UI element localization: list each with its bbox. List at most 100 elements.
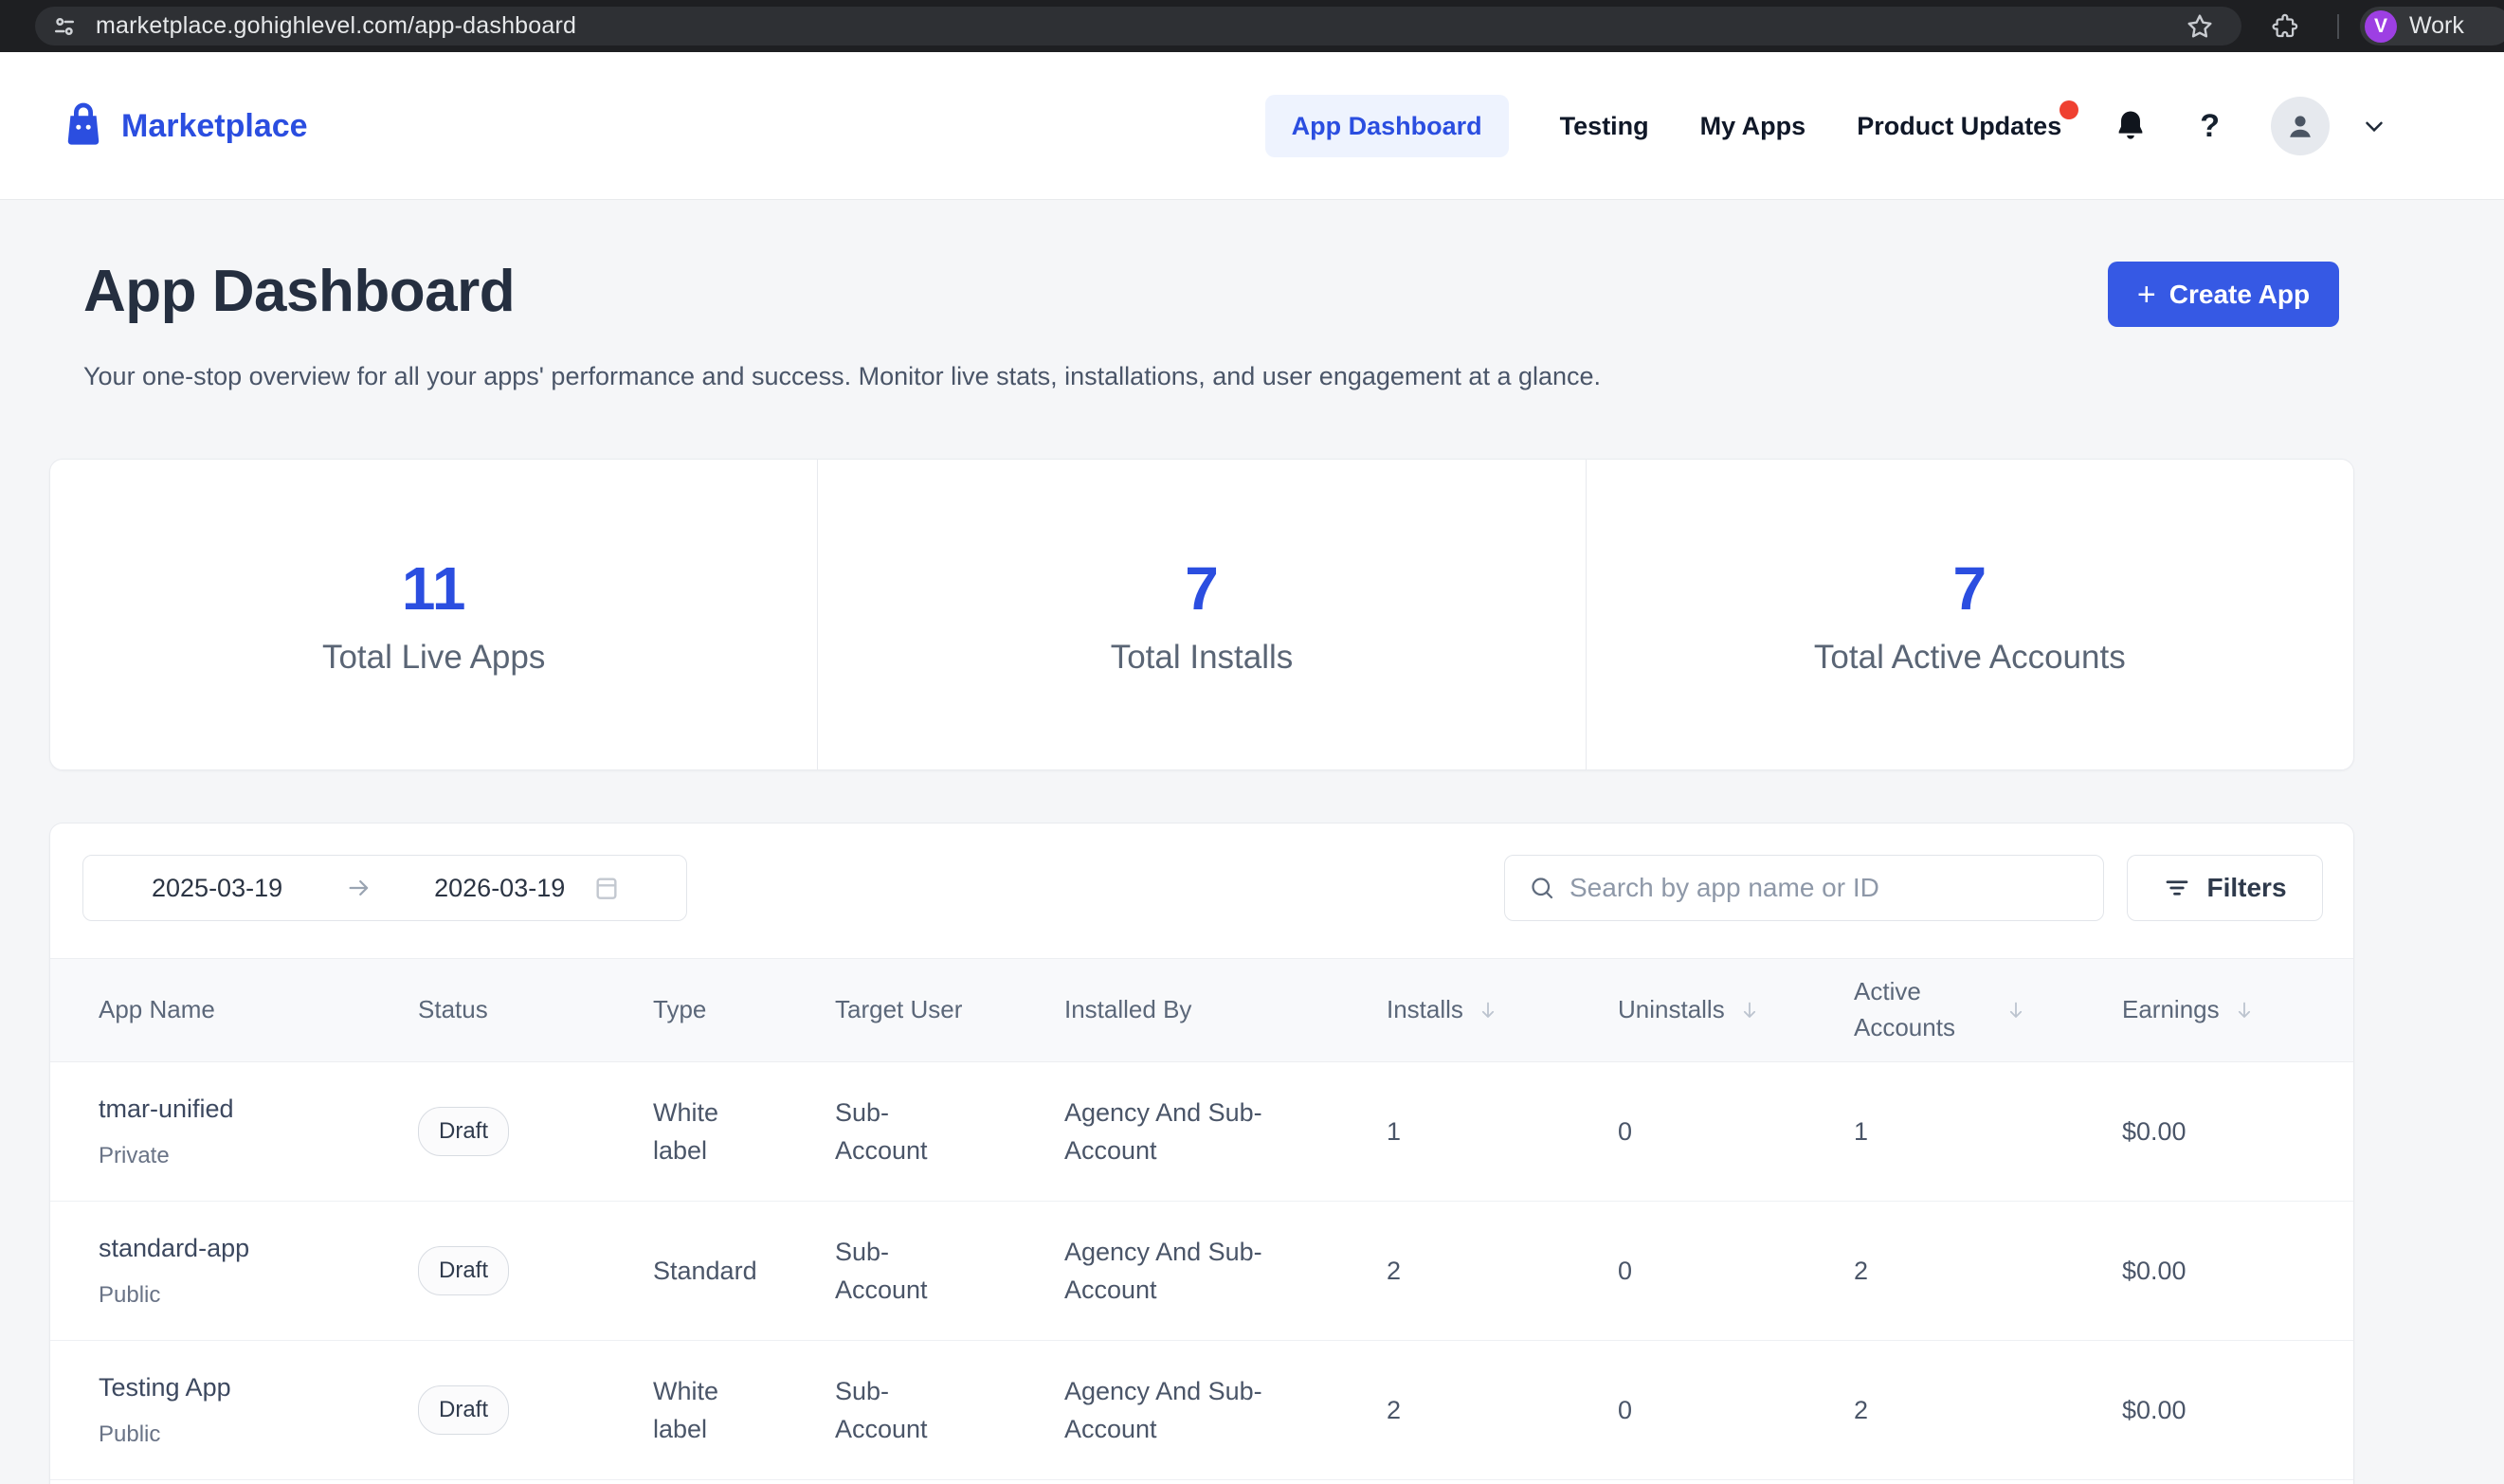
main-nav: App Dashboard Testing My Apps Product Up… [1264,52,2388,200]
filters-button[interactable]: Filters [2127,855,2323,921]
table-controls: 2025-03-19 2026-03-19 Filters [50,823,2353,958]
col-target-user: Target User [835,995,963,1024]
installs-cell: 2 [1387,1256,1402,1285]
plus-icon: + [2136,276,2156,313]
app-name-cell[interactable]: Testing App Public [99,1372,231,1448]
col-app-name: App Name [99,995,215,1024]
table-row[interactable]: tmar-unified Private Draft White label S… [50,1062,2353,1202]
brand-title: Marketplace [121,107,308,144]
table-row[interactable]: Testing App Public Draft White label Sub… [50,1341,2353,1480]
col-installs[interactable]: Installs [1387,992,1618,1028]
sort-descending-icon[interactable] [2005,999,2027,1022]
shopping-bag-icon [61,100,106,154]
earnings-cell: $0.00 [2122,1395,2186,1424]
stat-label: Total Installs [1110,638,1294,676]
search-box [1504,855,2104,921]
profile-avatar: V [2365,9,2397,43]
app-header: Marketplace App Dashboard Testing My App… [0,52,2504,200]
bookmark-star-icon[interactable] [2185,11,2215,42]
active-accounts-cell: 2 [1854,1395,1869,1424]
col-type: Type [653,995,707,1024]
date-to-value[interactable]: 2026-03-19 [434,873,566,902]
help-icon[interactable]: ? [2200,107,2220,144]
stat-total-installs: 7 Total Installs [817,460,1585,769]
status-badge: Draft [418,1385,510,1435]
app-name-cell[interactable]: tmar-unified Private [99,1094,234,1169]
stat-value: 7 [1185,553,1219,623]
nav-product-updates[interactable]: Product Updates [1857,100,2079,141]
col-installed-by: Installed By [1064,995,1192,1024]
app-name-cell[interactable]: standard-app Public [99,1233,250,1309]
table-row[interactable]: standard-app Public Draft Standard Sub-A… [50,1202,2353,1341]
search-icon [1532,878,1553,899]
nav-my-apps[interactable]: My Apps [1699,111,1806,140]
earnings-cell: $0.00 [2122,1116,2186,1146]
date-range-picker[interactable]: 2025-03-19 2026-03-19 [82,855,687,921]
status-badge: Draft [418,1107,510,1156]
installs-cell: 1 [1387,1116,1402,1146]
status-cell: Draft [418,1385,653,1435]
apps-table-card: 2025-03-19 2026-03-19 Filters App Name S… [49,823,2354,1484]
bell-icon[interactable] [2113,108,2149,144]
sort-descending-icon[interactable] [2233,999,2256,1022]
toolbar-divider [2337,14,2339,39]
status-cell: Draft [418,1107,653,1156]
site-settings-icon[interactable] [48,10,81,43]
target-user-cell: Sub-Account [835,1097,928,1166]
stat-label: Total Active Accounts [1813,638,2126,676]
target-user-cell: Sub-Account [835,1237,928,1305]
page-subtitle: Your one-stop overview for all your apps… [83,362,1602,390]
uninstalls-cell: 0 [1618,1256,1633,1285]
search-input[interactable] [1570,856,2103,920]
stats-summary-card: 11 Total Live Apps 7 Total Installs 7 To… [49,459,2354,770]
status-cell: Draft [418,1246,653,1295]
sort-descending-icon[interactable] [1477,999,1499,1022]
col-uninstalls[interactable]: Uninstalls [1618,992,1854,1028]
earnings-cell: $0.00 [2122,1256,2186,1285]
stat-value: 11 [401,553,466,623]
target-user-cell: Sub-Account [835,1376,928,1444]
uninstalls-cell: 0 [1618,1116,1633,1146]
extensions-puzzle-icon[interactable] [2271,12,2299,41]
browser-toolbar: marketplace.gohighlevel.com/app-dashboar… [0,0,2504,52]
installed-by-cell: Agency And Sub-Account [1064,1097,1262,1166]
stat-total-live-apps: 11 Total Live Apps [50,460,817,769]
browser-profile-button[interactable]: V Work [2360,7,2504,45]
type-cell: White label [653,1097,719,1166]
uninstalls-cell: 0 [1618,1395,1633,1424]
nav-product-updates-label: Product Updates [1857,111,2062,140]
arrow-right-icon [345,874,373,902]
profile-name: Work [2409,12,2464,39]
create-app-button[interactable]: + Create App [2108,262,2339,327]
installed-by-cell: Agency And Sub-Account [1064,1376,1262,1444]
col-active-accounts[interactable]: Active Accounts [1854,974,2122,1045]
installed-by-cell: Agency And Sub-Account [1064,1237,1262,1305]
stat-value: 7 [1952,553,1987,623]
col-earnings[interactable]: Earnings [2122,992,2353,1028]
active-accounts-cell: 1 [1854,1116,1869,1146]
notification-dot-badge [2059,100,2079,119]
filters-label: Filters [2206,873,2287,902]
status-badge: Draft [418,1246,510,1295]
date-from-value[interactable]: 2025-03-19 [152,873,283,902]
address-bar[interactable]: marketplace.gohighlevel.com/app-dashboar… [35,7,2241,45]
active-accounts-cell: 2 [1854,1256,1869,1285]
stat-total-active-accounts: 7 Total Active Accounts [1585,460,2353,769]
nav-testing[interactable]: Testing [1559,111,1649,140]
nav-app-dashboard[interactable]: App Dashboard [1264,95,1509,157]
marketplace-logo[interactable]: Marketplace [61,52,308,200]
table-header-row: App Name Status Type Target User Install… [50,958,2353,1062]
url-text[interactable]: marketplace.gohighlevel.com/app-dashboar… [96,12,577,39]
col-status: Status [418,995,488,1024]
sort-descending-icon[interactable] [1738,999,1761,1022]
user-avatar[interactable] [2271,97,2330,155]
type-cell: White label [653,1376,719,1444]
create-app-label: Create App [2168,279,2311,309]
page-title: App Dashboard [83,259,516,324]
installs-cell: 2 [1387,1395,1402,1424]
type-cell: Standard [653,1256,757,1285]
stat-label: Total Live Apps [321,638,546,676]
calendar-icon [591,873,622,903]
chevron-down-icon[interactable] [2360,112,2388,140]
filter-icon [2167,880,2188,896]
